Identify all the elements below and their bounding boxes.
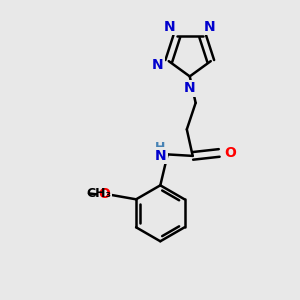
Text: N: N [204, 20, 215, 34]
Text: H: H [155, 141, 166, 154]
Text: CH₃: CH₃ [86, 187, 111, 200]
Text: N: N [184, 81, 196, 95]
Text: O: O [224, 146, 236, 160]
Text: O: O [99, 187, 110, 201]
Text: N: N [152, 58, 164, 72]
Text: N: N [154, 149, 166, 163]
Text: N: N [164, 20, 176, 34]
